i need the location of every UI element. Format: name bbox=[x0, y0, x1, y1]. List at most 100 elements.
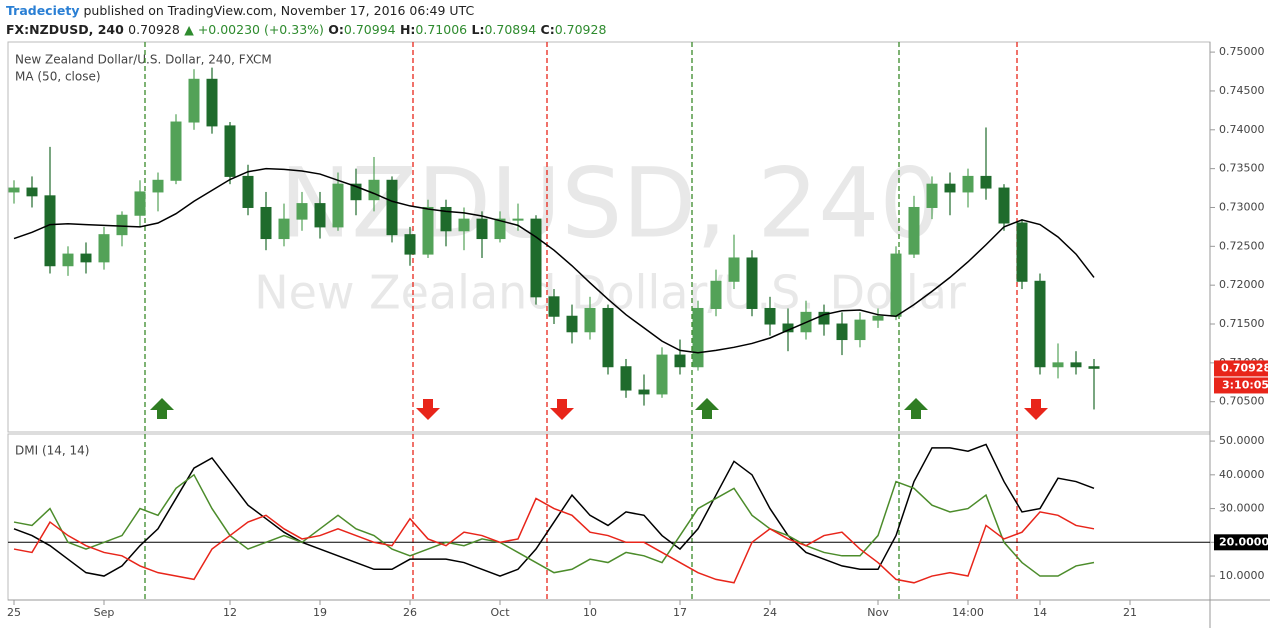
candle-body bbox=[476, 218, 488, 240]
watermark-symbol: NZDUSD, 240 bbox=[280, 147, 941, 259]
y-tick-label: 0.72500 bbox=[1219, 239, 1265, 252]
down-arrow bbox=[1024, 399, 1048, 420]
x-tick-label: 17 bbox=[673, 606, 687, 619]
x-tick-label: 14:00 bbox=[952, 606, 984, 619]
indicator-line bbox=[13, 443, 1095, 577]
last: 0.70928 bbox=[128, 22, 180, 37]
x-tick-label: 19 bbox=[313, 606, 327, 619]
candle-body bbox=[980, 175, 992, 189]
candle-body bbox=[224, 125, 236, 177]
y-tick-label: 50.0000 bbox=[1219, 434, 1265, 447]
candle-body bbox=[944, 183, 956, 193]
candle-body bbox=[728, 257, 740, 282]
candle-body bbox=[602, 307, 614, 368]
candle-body bbox=[26, 187, 38, 197]
dmi-pane bbox=[7, 433, 1211, 601]
y-tick-label: 10.0000 bbox=[1219, 569, 1265, 582]
y-tick-label: 30.0000 bbox=[1219, 502, 1265, 515]
candle-body bbox=[278, 218, 290, 240]
candle-body bbox=[494, 218, 506, 240]
y-tick-label: 0.73500 bbox=[1219, 162, 1265, 175]
candle-body bbox=[404, 234, 416, 255]
candle-body bbox=[1088, 366, 1100, 369]
indicator-line bbox=[13, 497, 1095, 584]
x-tick-label: 14 bbox=[1033, 606, 1047, 619]
x-tick-label: 25 bbox=[7, 606, 21, 619]
indicator-line bbox=[13, 473, 1095, 577]
level-badge bbox=[1214, 534, 1268, 551]
candle-body bbox=[116, 214, 128, 236]
dmi-pane-title: DMI (14, 14) bbox=[15, 444, 89, 458]
ma-legend: MA (50, close) bbox=[15, 70, 101, 84]
up-arrow bbox=[695, 398, 719, 419]
candle-body bbox=[854, 319, 866, 341]
x-tick-label: Oct bbox=[490, 606, 510, 619]
candle-body bbox=[386, 179, 398, 236]
up-arrow bbox=[904, 398, 928, 419]
y-tick-label: 0.72000 bbox=[1219, 278, 1265, 291]
candle-body bbox=[710, 280, 722, 309]
y-tick-label: 0.73000 bbox=[1219, 200, 1265, 213]
candle-body bbox=[692, 307, 704, 368]
candle-body bbox=[872, 315, 884, 321]
change: ▲ +0.00230 (+0.33%) bbox=[184, 22, 324, 37]
author[interactable]: Tradeciety bbox=[6, 3, 79, 18]
candle-body bbox=[962, 175, 974, 193]
candle-body bbox=[440, 206, 452, 232]
candle-body bbox=[260, 206, 272, 240]
candle-body bbox=[332, 183, 344, 228]
close: 0.70928 bbox=[555, 22, 607, 37]
candle-body bbox=[818, 311, 830, 325]
candle-body bbox=[98, 234, 110, 263]
candle-body bbox=[836, 323, 848, 341]
signal-lines bbox=[144, 42, 1018, 600]
candle-body bbox=[530, 218, 542, 298]
candle-body bbox=[926, 183, 938, 208]
down-arrow bbox=[416, 399, 440, 420]
candle-body bbox=[314, 203, 326, 228]
candle-body bbox=[296, 203, 308, 220]
countdown-label: 3:10:05 bbox=[1222, 378, 1269, 391]
price-pane-title: New Zealand Dollar/U.S. Dollar, 240, FXC… bbox=[15, 53, 272, 67]
countdown-badge bbox=[1214, 377, 1268, 394]
candle-body bbox=[998, 187, 1010, 224]
candle-body bbox=[674, 354, 686, 368]
l-label: L: bbox=[471, 22, 484, 37]
y-tick-label: 0.74500 bbox=[1219, 84, 1265, 97]
x-tick-label: 26 bbox=[403, 606, 417, 619]
candle-body bbox=[170, 121, 182, 181]
y-tick-label: 0.70500 bbox=[1219, 395, 1265, 408]
candle-body bbox=[656, 354, 668, 395]
header-line: Tradeciety published on TradingView.com,… bbox=[6, 3, 474, 18]
candle-body bbox=[422, 206, 434, 255]
x-tick-label: 24 bbox=[763, 606, 777, 619]
x-tick-label: 21 bbox=[1123, 606, 1137, 619]
last-price-badge bbox=[1214, 360, 1268, 377]
candle-body bbox=[458, 218, 470, 232]
candle-body bbox=[512, 218, 524, 221]
y-tick-label: 0.71500 bbox=[1219, 317, 1265, 330]
candle-body bbox=[1070, 362, 1082, 368]
y-tick-label: 40.0000 bbox=[1219, 468, 1265, 481]
candle-body bbox=[764, 307, 776, 325]
candle-body bbox=[206, 78, 218, 127]
candle-body bbox=[1052, 362, 1064, 368]
published: published on TradingView.com, November 1… bbox=[83, 3, 474, 18]
x-tick-label: 10 bbox=[583, 606, 597, 619]
o-label: O: bbox=[328, 22, 344, 37]
candle-body bbox=[134, 191, 146, 216]
candle-body bbox=[908, 206, 920, 255]
candle-body bbox=[620, 366, 632, 391]
candle-body bbox=[242, 175, 254, 208]
candle-body bbox=[746, 257, 758, 309]
x-tick-label: Sep bbox=[94, 606, 115, 619]
candle-body bbox=[1016, 222, 1028, 282]
indicator-line bbox=[13, 167, 1095, 354]
candle-body bbox=[188, 78, 200, 123]
x-tick-label: 12 bbox=[223, 606, 237, 619]
candle-body bbox=[44, 195, 56, 267]
low: 0.70894 bbox=[484, 22, 536, 37]
up-arrow bbox=[150, 398, 174, 419]
candle-body bbox=[890, 253, 902, 317]
